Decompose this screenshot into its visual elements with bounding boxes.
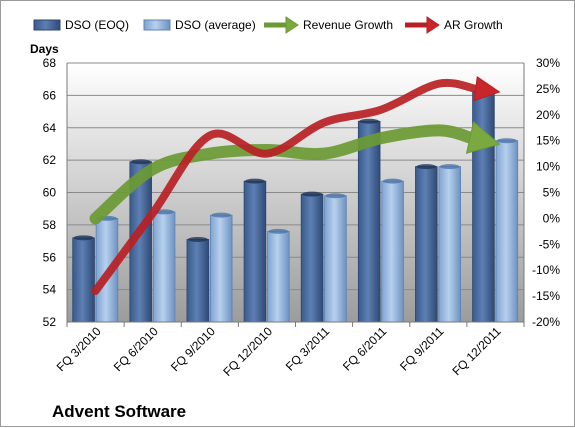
legend-swatch bbox=[33, 19, 61, 31]
y-left-tick-label: 68 bbox=[43, 56, 57, 70]
y-right-tick-label: 5% bbox=[543, 186, 561, 200]
line-ar-growth bbox=[91, 78, 480, 295]
x-tick-label: FQ 6/2010 bbox=[111, 324, 161, 374]
y-right-tick-label: -20% bbox=[532, 315, 560, 329]
x-tick-label: FQ 6/2011 bbox=[340, 324, 390, 374]
bar-cap bbox=[245, 178, 265, 184]
y-left-tick-label: 60 bbox=[43, 186, 57, 200]
bars-layer bbox=[72, 89, 519, 323]
bar-dso-average bbox=[438, 166, 461, 323]
legend-label: DSO (EOQ) bbox=[65, 18, 129, 32]
bar-dso-average bbox=[209, 214, 233, 323]
x-tick-label: FQ 3/2010 bbox=[54, 324, 104, 374]
y-right-tick-label: 20% bbox=[536, 108, 560, 122]
x-tick-label: FQ 3/2011 bbox=[283, 324, 333, 374]
bar-dso-average bbox=[324, 195, 347, 323]
y-right-tick-label: 10% bbox=[536, 160, 560, 174]
x-tick-label: FQ 9/2010 bbox=[168, 324, 218, 374]
axes bbox=[66, 63, 525, 327]
bar-cap bbox=[325, 193, 346, 199]
bar-dso-average bbox=[267, 230, 290, 323]
y-left-tick-label: 58 bbox=[43, 218, 57, 232]
y-right-tick-label: 0% bbox=[543, 211, 561, 225]
x-tick-label: FQ 12/2010 bbox=[220, 324, 275, 379]
bar-dso-average bbox=[152, 211, 176, 323]
bar-dso-eoq bbox=[357, 120, 381, 323]
bar-dso-eoq bbox=[300, 193, 324, 323]
legend: DSO (EOQ) DSO (average) Revenue Growth AR G… bbox=[33, 16, 503, 34]
y-left-tick-label: 62 bbox=[43, 153, 57, 167]
bar-cap bbox=[130, 159, 151, 165]
bar-cap bbox=[211, 212, 232, 218]
y-right-tick-label: 15% bbox=[536, 134, 560, 148]
y-right-tick-label: 25% bbox=[536, 82, 560, 96]
bar-dso-eoq bbox=[186, 239, 210, 323]
legend-swatch-arrowhead bbox=[426, 16, 440, 34]
y-axis-title: Days bbox=[30, 42, 59, 56]
y-left-tick-label: 66 bbox=[43, 88, 57, 102]
bar-cap bbox=[382, 178, 403, 184]
y-left-tick-label: 64 bbox=[43, 121, 57, 135]
x-tick-label: FQ 9/2011 bbox=[397, 324, 447, 374]
y-right-tick-label: 30% bbox=[536, 56, 560, 70]
y-left-tick-label: 54 bbox=[43, 283, 57, 297]
y-left-tick-label: 52 bbox=[43, 315, 57, 329]
y-right-tick-label: -5% bbox=[539, 237, 561, 251]
bar-dso-eoq bbox=[415, 166, 438, 323]
y-right-tick-label: -10% bbox=[532, 263, 560, 277]
bar-cap bbox=[73, 235, 94, 241]
y-left-tick-labels: 52 54 56 58 60 62 64 66 68 bbox=[43, 56, 57, 329]
bar-cap bbox=[187, 236, 208, 242]
legend-swatch bbox=[143, 19, 171, 31]
bar-cap bbox=[439, 164, 460, 170]
line-revenue-growth bbox=[89, 124, 477, 225]
x-tick-labels: FQ 3/2010 FQ 6/2010 FQ 9/2010 FQ 12/2010 FQ … bbox=[54, 324, 504, 379]
bar-cap bbox=[302, 191, 322, 197]
bar-cap bbox=[497, 138, 517, 144]
bar-cap bbox=[416, 164, 437, 170]
legend-swatch-arrowhead bbox=[285, 16, 299, 34]
lines-layer bbox=[89, 76, 501, 295]
bar-cap bbox=[359, 118, 380, 124]
bar-dso-average bbox=[381, 180, 404, 323]
bar-dso-eoq bbox=[243, 180, 267, 323]
arrowhead-ar-growth bbox=[473, 76, 501, 102]
y-right-tick-labels: -20% -15% -10% -5% 0% 5% 10% 15% 20% 25% 30% bbox=[532, 56, 560, 329]
legend-label: DSO (average) bbox=[175, 18, 256, 32]
legend-label: Revenue Growth bbox=[303, 18, 393, 32]
bar-dso-eoq bbox=[72, 237, 95, 323]
arrowhead-revenue-growth bbox=[465, 121, 501, 154]
y-right-tick-label: -15% bbox=[532, 289, 560, 303]
bar-dso-average bbox=[495, 140, 519, 323]
chart-title: Advent Software bbox=[52, 402, 186, 421]
y-left-tick-label: 56 bbox=[43, 250, 57, 264]
x-tick-label: FQ 12/2011 bbox=[449, 324, 503, 378]
legend-label: AR Growth bbox=[444, 18, 503, 32]
bar-cap bbox=[268, 228, 289, 234]
